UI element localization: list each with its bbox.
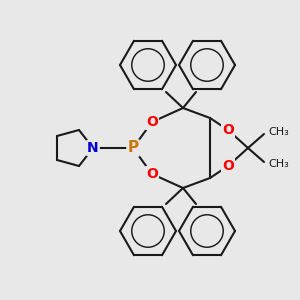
Text: CH₃: CH₃ bbox=[268, 159, 289, 169]
Text: O: O bbox=[146, 115, 158, 129]
Text: N: N bbox=[87, 141, 99, 155]
Text: P: P bbox=[128, 140, 139, 155]
Text: O: O bbox=[146, 167, 158, 181]
Text: CH₃: CH₃ bbox=[268, 127, 289, 137]
Text: O: O bbox=[222, 159, 234, 173]
Text: O: O bbox=[222, 123, 234, 137]
